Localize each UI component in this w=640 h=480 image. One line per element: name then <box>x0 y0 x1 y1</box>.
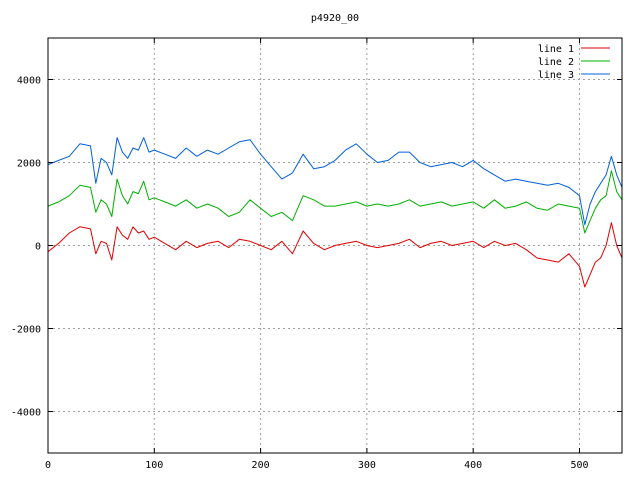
chart-title: p4920_00 <box>311 13 359 24</box>
legend-label: line 1 <box>538 44 574 55</box>
x-tick-label: 500 <box>570 460 588 471</box>
grid <box>48 38 622 453</box>
x-tick-label: 0 <box>45 460 51 471</box>
series-line-2 <box>47 170 623 234</box>
tick-marks <box>47 38 622 453</box>
x-tick-label: 100 <box>145 460 163 471</box>
x-tick-label: 400 <box>464 460 482 471</box>
y-tick-labels: -4000 -2000 0 2000 4000 <box>11 76 41 419</box>
y-tick-label: 2000 <box>17 159 41 170</box>
x-tick-label: 200 <box>252 460 270 471</box>
series-line-1 <box>47 222 623 288</box>
legend-label: line 2 <box>538 57 574 68</box>
series-line-3 <box>47 137 623 226</box>
legend: line 1 line 2 line 3 <box>538 44 610 81</box>
y-tick-label: -2000 <box>11 325 41 336</box>
x-tick-labels: 0 100 200 300 400 500 <box>45 460 589 471</box>
legend-label: line 3 <box>538 70 574 81</box>
y-tick-label: -4000 <box>11 408 41 419</box>
x-tick-label: 300 <box>358 460 376 471</box>
y-tick-label: 0 <box>35 242 41 253</box>
y-tick-label: 4000 <box>17 76 41 87</box>
series-layer <box>47 137 623 288</box>
